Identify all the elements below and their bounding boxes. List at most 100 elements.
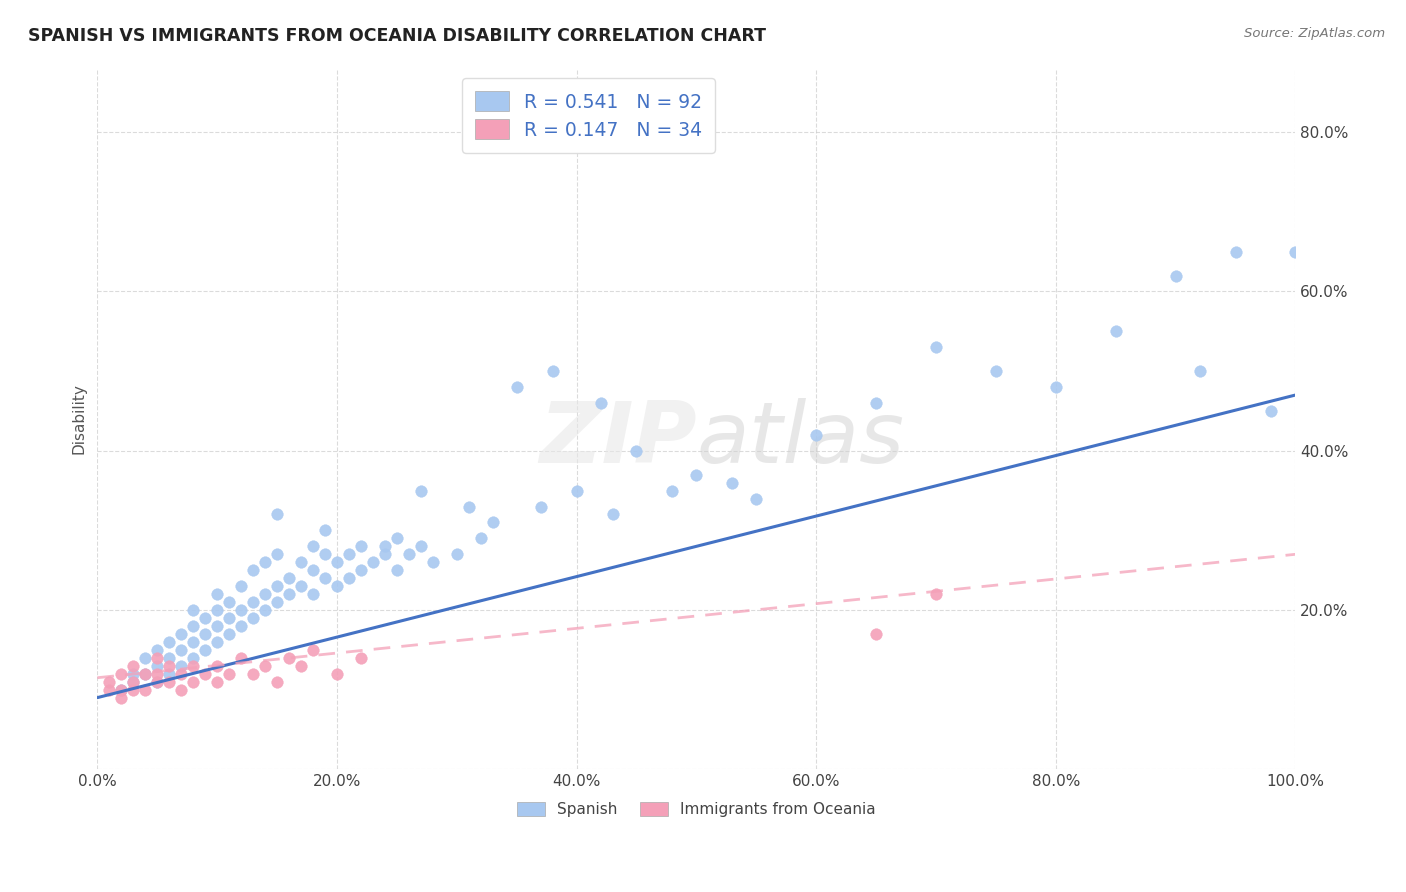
Point [925,587,948,601]
Point [181,674,204,689]
Point [661,483,683,498]
Point [157,674,180,689]
Point [602,508,624,522]
Point [1105,324,1128,338]
Point [266,595,288,609]
Point [242,666,264,681]
Point [254,603,277,617]
Text: SPANISH VS IMMIGRANTS FROM OCEANIA DISABILITY CORRELATION CHART: SPANISH VS IMMIGRANTS FROM OCEANIA DISAB… [28,27,766,45]
Point [170,682,193,697]
Point [146,666,169,681]
Point [505,380,527,394]
Point [278,587,301,601]
Point [157,658,180,673]
Point [229,650,252,665]
Point [254,587,277,601]
Point [302,587,325,601]
Point [290,658,312,673]
Point [409,539,432,553]
Point [530,500,553,514]
Point [157,666,180,681]
Point [865,396,887,410]
Point [589,396,612,410]
Point [685,467,707,482]
Point [278,650,301,665]
Point [218,595,240,609]
Point [302,539,325,553]
Point [290,555,312,569]
Point [254,658,277,673]
Point [205,635,228,649]
Point [181,635,204,649]
Point [194,643,217,657]
Point [146,650,169,665]
Point [745,491,768,506]
Point [326,579,349,593]
Point [314,547,336,561]
Point [337,547,360,561]
Point [806,427,828,442]
Point [314,571,336,585]
Point [422,555,444,569]
Point [146,643,169,657]
Point [157,635,180,649]
Point [361,555,384,569]
Point [1188,364,1211,378]
Point [229,579,252,593]
Y-axis label: Disability: Disability [72,384,86,454]
Point [205,619,228,633]
Point [181,619,204,633]
Point [122,682,145,697]
Point [481,516,503,530]
Point [1045,380,1067,394]
Point [218,666,240,681]
Point [170,643,193,657]
Point [205,658,228,673]
Point [409,483,432,498]
Point [181,650,204,665]
Point [1225,244,1247,259]
Point [266,547,288,561]
Point [205,674,228,689]
Point [146,658,169,673]
Point [205,587,228,601]
Point [278,571,301,585]
Point [229,603,252,617]
Point [110,690,132,705]
Point [205,603,228,617]
Point [350,539,373,553]
Point [457,500,479,514]
Point [266,508,288,522]
Point [242,563,264,577]
Point [242,611,264,625]
Point [122,666,145,681]
Point [122,658,145,673]
Point [350,650,373,665]
Point [254,555,277,569]
Text: ZIP: ZIP [538,399,696,482]
Point [446,547,468,561]
Point [865,627,887,641]
Point [194,627,217,641]
Point [337,571,360,585]
Point [290,579,312,593]
Text: atlas: atlas [696,399,904,482]
Point [925,340,948,354]
Point [1260,404,1282,418]
Point [134,682,156,697]
Point [314,524,336,538]
Point [229,619,252,633]
Point [326,666,349,681]
Point [626,443,648,458]
Point [98,674,121,689]
Point [134,666,156,681]
Point [1284,244,1306,259]
Point [110,682,132,697]
Point [194,666,217,681]
Point [181,658,204,673]
Point [541,364,564,378]
Point [98,682,121,697]
Point [242,595,264,609]
Point [134,666,156,681]
Point [302,563,325,577]
